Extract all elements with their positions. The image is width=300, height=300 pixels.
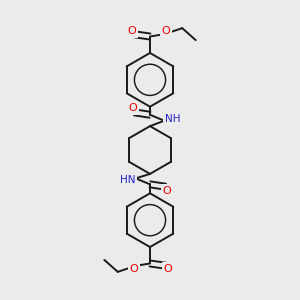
Text: O: O [128, 26, 136, 36]
Text: HN: HN [120, 175, 135, 185]
Text: O: O [164, 264, 172, 274]
Text: O: O [161, 26, 170, 36]
Text: O: O [129, 103, 137, 113]
Text: O: O [130, 264, 139, 274]
Text: NH: NH [165, 114, 180, 124]
Text: O: O [163, 186, 171, 196]
